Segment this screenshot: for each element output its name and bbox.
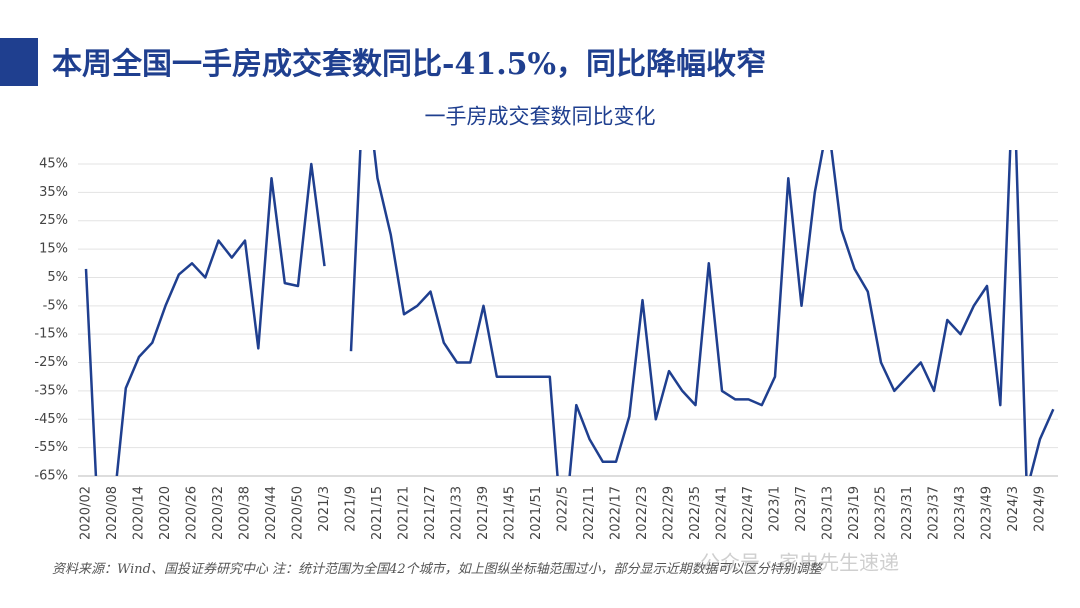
- x-tick-label: 2021/21: [397, 486, 412, 540]
- y-tick-label: 5%: [47, 270, 68, 285]
- y-tick-label: -35%: [34, 383, 68, 398]
- x-tick-label: 2022/35: [688, 486, 703, 540]
- y-tick-label: -5%: [43, 298, 68, 313]
- x-tick-label: 2020/32: [211, 486, 226, 540]
- y-tick-label: -15%: [34, 327, 68, 342]
- x-tick-label: 2021/51: [529, 486, 544, 540]
- y-tick-label: 25%: [39, 213, 68, 228]
- x-tick-label: 2022/17: [609, 486, 624, 540]
- chart-title: 一手房成交套数同比变化: [425, 105, 656, 129]
- x-tick-label: 2021/27: [423, 486, 438, 540]
- x-tick-label: 2021/45: [503, 486, 518, 540]
- x-tick-label: 2020/20: [158, 486, 173, 540]
- y-tick-label: -45%: [34, 412, 68, 427]
- footnote: 资料来源：Wind、国投证券研究中心 注：统计范围为全国42个城市，如上图纵坐标…: [52, 562, 822, 577]
- x-tick-label: 2022/5: [556, 486, 571, 532]
- x-tick-label: 2020/44: [264, 486, 279, 540]
- x-tick-label: 2023/43: [953, 486, 968, 540]
- x-tick-label: 2023/7: [794, 486, 809, 532]
- x-tick-label: 2023/31: [900, 486, 915, 540]
- y-tick-label: 15%: [39, 242, 68, 257]
- y-tick-label: -25%: [34, 355, 68, 370]
- title-marker: [0, 38, 38, 86]
- x-tick-label: 2023/19: [847, 486, 862, 540]
- x-tick-label: 2022/41: [715, 486, 730, 540]
- x-tick-label: 2022/29: [662, 486, 677, 540]
- x-tick-label: 2023/37: [927, 486, 942, 540]
- x-tick-label: 2021/39: [476, 486, 491, 540]
- y-tick-label: -55%: [34, 440, 68, 455]
- x-tick-label: 2020/02: [79, 486, 94, 540]
- x-tick-label: 2020/38: [238, 486, 253, 540]
- x-tick-label: 2022/47: [741, 486, 756, 540]
- y-tick-label: 35%: [39, 185, 68, 200]
- slide-title: 本周全国一手房成交套数同比-41.5%，同比降幅收窄: [52, 47, 766, 82]
- x-tick-label: 2024/3: [1006, 486, 1021, 532]
- x-tick-label: 2022/23: [635, 486, 650, 540]
- x-tick-label: 2023/1: [768, 486, 783, 532]
- x-tick-label: 2021/15: [370, 486, 385, 540]
- x-tick-label: 2022/11: [582, 486, 597, 540]
- x-tick-label: 2021/33: [450, 486, 465, 540]
- x-tick-label: 2020/08: [105, 486, 120, 540]
- data-line: [84, 150, 1055, 476]
- note-box: 资料来源：Wind、国投证券研究中心 注：统计范围为全国42个城市，如上图纵坐标…: [52, 562, 822, 577]
- x-tick-label: 2020/50: [291, 486, 306, 540]
- x-tick-label: 2023/49: [980, 486, 995, 540]
- x-tick-label: 2021/3: [317, 486, 332, 532]
- x-tick-label: 2023/25: [874, 486, 889, 540]
- x-tick-label: 2024/9: [1033, 486, 1048, 532]
- x-tick-label: 2020/14: [132, 486, 147, 540]
- x-tick-label: 2021/9: [344, 486, 359, 532]
- watermark: 公众号 · 家电先生速递: [700, 551, 899, 575]
- x-tick-label: 2020/26: [185, 486, 200, 540]
- y-tick-label: -65%: [34, 469, 68, 484]
- x-tick-label: 2023/13: [821, 486, 836, 540]
- y-tick-label: 45%: [39, 157, 68, 172]
